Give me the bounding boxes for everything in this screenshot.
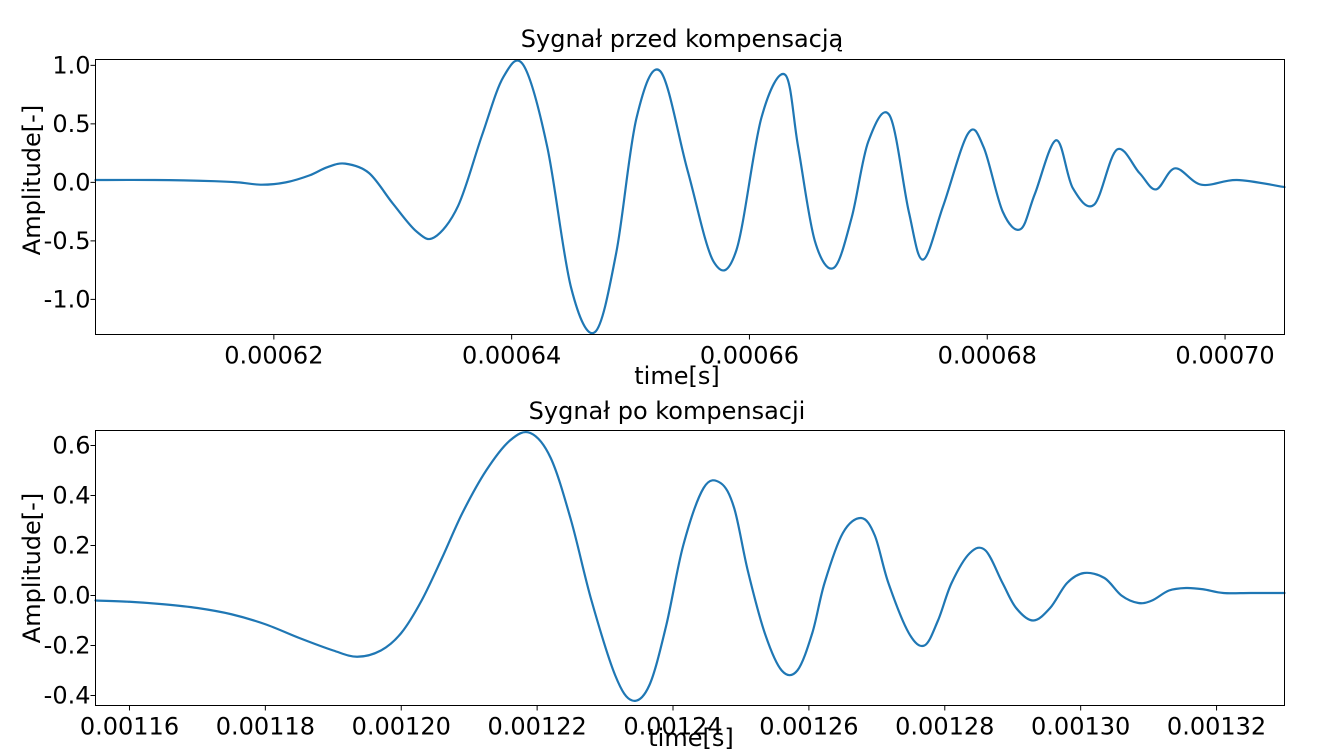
plot-frame: [95, 59, 1285, 335]
chart-title: Sygnał przed kompensacją: [521, 25, 843, 53]
x-tick-label: 0.00122: [488, 713, 587, 741]
y-tick-label: 0.5: [52, 110, 90, 138]
y-axis-label: Amplitude[-]: [18, 493, 46, 643]
x-axis-label: time[s]: [648, 724, 733, 751]
x-tick-label: 0.00068: [938, 342, 1037, 370]
chart-title: Sygnał po kompensacji: [529, 397, 806, 425]
x-tick-label: 0.00120: [352, 713, 451, 741]
x-axis-label: time[s]: [634, 362, 719, 390]
y-tick-label: 0.6: [52, 432, 90, 460]
x-tick-label: 0.00066: [700, 342, 799, 370]
x-tick-label: 0.00062: [224, 342, 323, 370]
series-line: [94, 430, 1286, 702]
tick-group: 0.00116 0.00118 0.00120 0.00122 0.00124 0.001…: [44, 432, 1267, 741]
y-axis-label: Amplitude[-]: [18, 105, 46, 255]
y-tick-label: -0.2: [44, 632, 91, 660]
x-tick-label: 0.00128: [895, 713, 994, 741]
tick-group: 0.00062 0.00064 0.00066 0.00068 0.00070 1.0 0.…: [44, 51, 1275, 369]
x-tick-label: 0.00064: [462, 342, 561, 370]
y-tick-label: -1.0: [44, 285, 91, 313]
chart-after-compensation: Sygnał po kompensacji 0.00116 0.00118 0.00…: [18, 397, 1286, 751]
y-tick-label: -0.5: [44, 227, 91, 255]
x-tick-label: 0.00118: [216, 713, 315, 741]
series-line: [94, 59, 1286, 335]
y-tick-label: 0.0: [52, 168, 90, 196]
y-tick-label: -0.4: [44, 682, 91, 710]
x-tick-label: 0.00126: [759, 713, 858, 741]
x-tick-label: 0.00116: [80, 713, 179, 741]
x-tick-label: 0.00070: [1175, 342, 1274, 370]
y-tick-label: 0.4: [52, 482, 90, 510]
x-tick-label: 0.00132: [1167, 713, 1266, 741]
chart-before-compensation: Sygnał przed kompensacją 0.00062 0.00064 0…: [18, 25, 1286, 390]
y-tick-label: 1.0: [52, 51, 90, 79]
y-tick-label: 0.2: [52, 532, 90, 560]
x-tick-label: 0.00124: [623, 713, 722, 741]
y-tick-label: 0.0: [52, 582, 90, 610]
x-tick-label: 0.00130: [1031, 713, 1130, 741]
plot-frame: [95, 430, 1285, 706]
